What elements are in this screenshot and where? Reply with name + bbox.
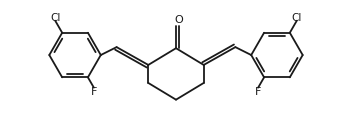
Text: F: F xyxy=(255,87,261,97)
Text: O: O xyxy=(175,15,183,24)
Text: Cl: Cl xyxy=(50,13,61,23)
Text: Cl: Cl xyxy=(291,13,302,23)
Text: F: F xyxy=(91,87,97,97)
